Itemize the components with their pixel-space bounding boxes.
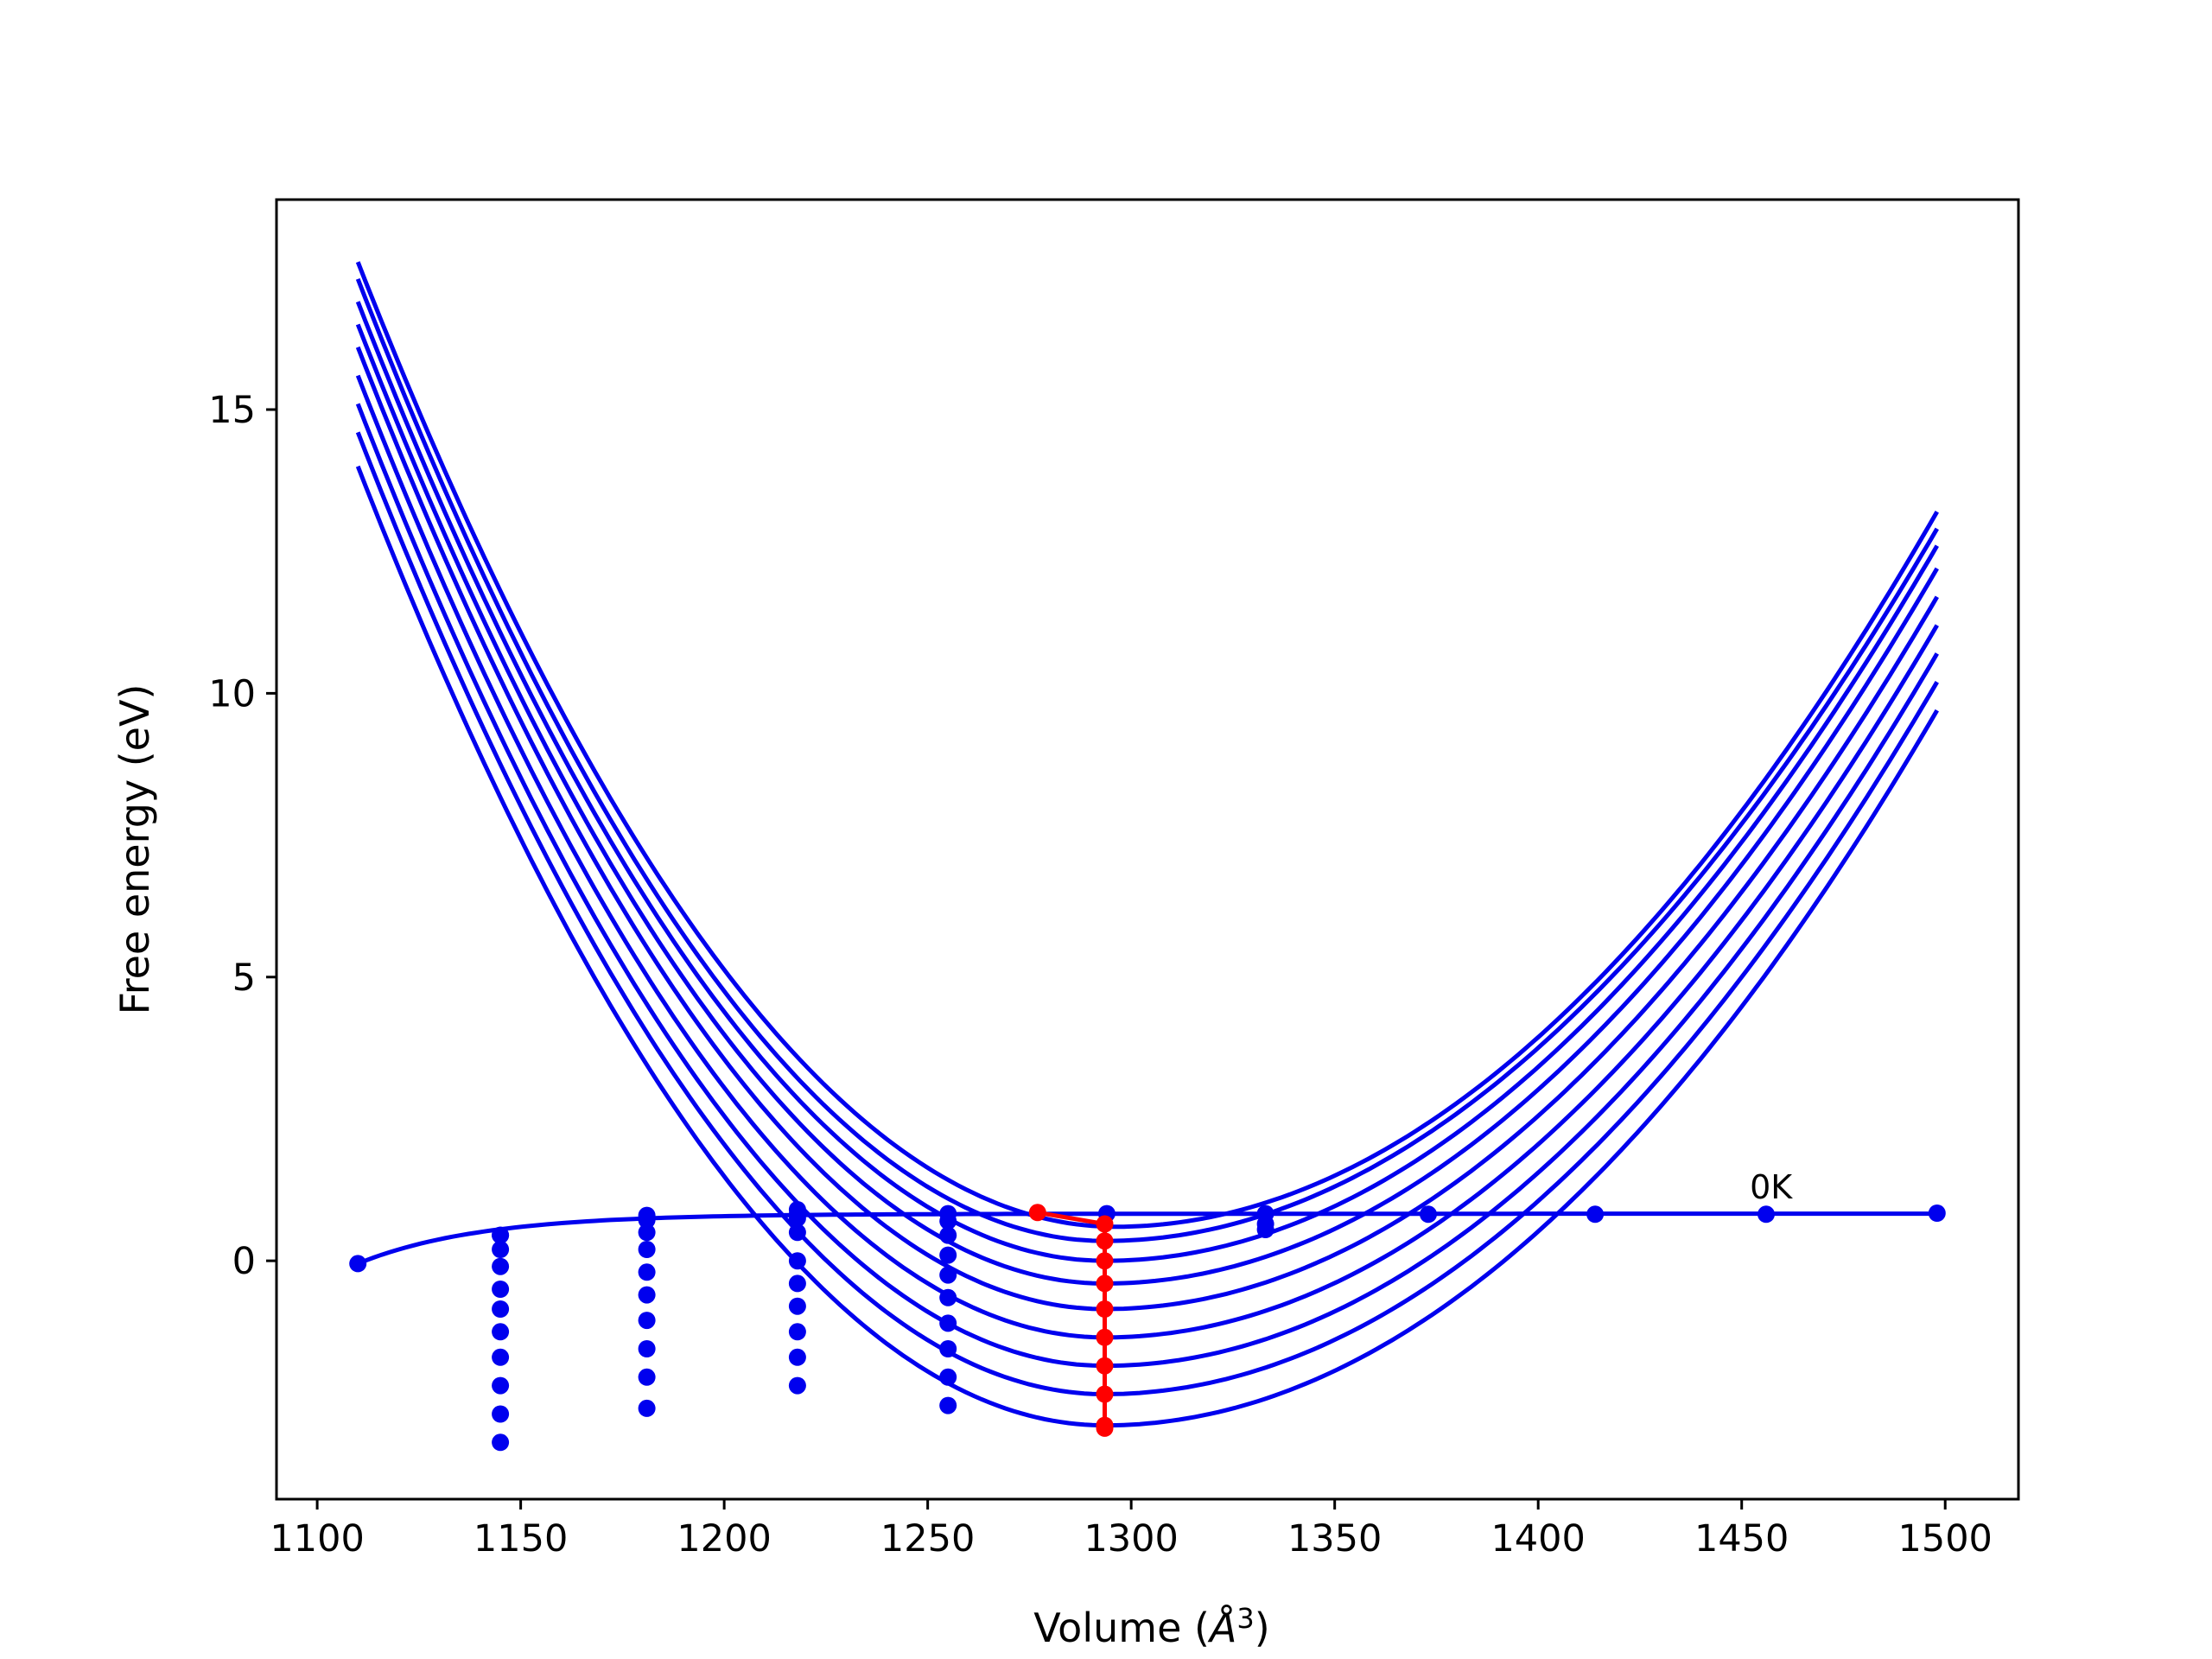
data-point-0k bbox=[1758, 1205, 1775, 1224]
x-tick-label: 1250 bbox=[880, 1517, 975, 1560]
y-axis-title: Free energy (eV) bbox=[111, 684, 158, 1015]
data-point-minimum-path bbox=[1096, 1328, 1114, 1346]
annotation-0k: 0K bbox=[1750, 1168, 1793, 1206]
data-point-samples-1255 bbox=[939, 1288, 957, 1306]
x-tick-label: 1500 bbox=[1897, 1517, 1992, 1560]
series-lines bbox=[357, 1210, 1937, 1428]
x-axis-title: Volume (Å3) bbox=[1033, 1602, 1269, 1651]
fit-curve-1 bbox=[355, 465, 1939, 1428]
data-point-samples-1181 bbox=[638, 1241, 656, 1258]
data-point-minimum-path bbox=[1096, 1215, 1114, 1233]
x-tick-label: 1350 bbox=[1287, 1517, 1382, 1560]
data-point-samples-1181 bbox=[638, 1399, 656, 1417]
data-point-minimum-path bbox=[1028, 1204, 1046, 1222]
x-tick-label: 1300 bbox=[1084, 1517, 1178, 1560]
y-axis-ticks: 0 5 10 15 bbox=[208, 389, 276, 1283]
fit-curve-8 bbox=[355, 277, 1939, 1243]
x-tick-label: 1150 bbox=[474, 1517, 568, 1560]
data-point-samples-1145 bbox=[492, 1348, 510, 1366]
data-point-0k bbox=[349, 1255, 367, 1273]
x-tick-label: 1100 bbox=[270, 1517, 364, 1560]
data-point-minimum-path bbox=[1096, 1274, 1114, 1293]
data-point-samples-1218 bbox=[788, 1224, 806, 1242]
fit-curve-4 bbox=[355, 374, 1939, 1340]
data-point-samples-1145 bbox=[492, 1433, 510, 1452]
x-tick-label: 1200 bbox=[677, 1517, 771, 1560]
data-point-0k bbox=[1586, 1205, 1605, 1224]
fitted-curves bbox=[355, 261, 1939, 1428]
data-point-minimum-path bbox=[1096, 1385, 1114, 1403]
data-point-minimum-path bbox=[1096, 1300, 1114, 1318]
data-point-samples-1145 bbox=[492, 1300, 510, 1318]
data-point-samples-1181 bbox=[638, 1206, 656, 1224]
data-point-samples-1145 bbox=[492, 1241, 510, 1258]
y-tick-label: 5 bbox=[232, 957, 256, 1000]
data-point-samples-1218 bbox=[788, 1348, 806, 1366]
fit-curve-9 bbox=[355, 261, 1939, 1230]
data-point-samples-1255 bbox=[939, 1368, 957, 1386]
series-line-0k bbox=[357, 1211, 1937, 1266]
data-point-samples-1181 bbox=[638, 1368, 656, 1386]
data-point-samples-1218 bbox=[788, 1274, 806, 1293]
data-point-minimum-path bbox=[1096, 1357, 1114, 1375]
data-point-samples-1145 bbox=[492, 1405, 510, 1423]
data-point-samples-1255 bbox=[939, 1396, 957, 1414]
x-tick-label: 1400 bbox=[1491, 1517, 1585, 1560]
data-point-samples-1255 bbox=[939, 1340, 957, 1357]
data-point-minimum-path bbox=[1096, 1252, 1114, 1270]
data-point-samples-1333 bbox=[1256, 1221, 1274, 1238]
data-point-0k bbox=[1928, 1205, 1946, 1222]
data-point-samples-1181 bbox=[638, 1312, 656, 1330]
data-point-samples-1255 bbox=[939, 1314, 957, 1332]
data-point-samples-1255 bbox=[939, 1246, 957, 1264]
fit-curve-6 bbox=[355, 323, 1939, 1286]
plot-frame bbox=[275, 198, 2020, 1501]
data-point-samples-1145 bbox=[492, 1323, 510, 1341]
x-axis-ticks: 1100 1150 1200 1250 1300 1350 1400 1450 1500 bbox=[270, 1499, 1993, 1560]
data-point-samples-1218 bbox=[788, 1376, 806, 1395]
data-point-samples-1255 bbox=[939, 1212, 957, 1230]
data-point-samples-1145 bbox=[492, 1376, 510, 1395]
data-point-samples-1181 bbox=[638, 1224, 656, 1242]
data-point-samples-1181 bbox=[638, 1286, 656, 1304]
y-tick-label: 15 bbox=[208, 389, 256, 432]
data-point-samples-1255 bbox=[939, 1266, 957, 1284]
fit-curve-7 bbox=[355, 301, 1939, 1263]
fit-curve-5 bbox=[355, 346, 1939, 1312]
data-point-samples-1218 bbox=[788, 1323, 806, 1341]
data-point-minimum-path bbox=[1096, 1419, 1114, 1437]
data-point-samples-1218 bbox=[788, 1252, 806, 1270]
data-point-samples-1218 bbox=[788, 1297, 806, 1315]
data-point-samples-1145 bbox=[492, 1257, 510, 1275]
data-point-samples-1181 bbox=[638, 1263, 656, 1281]
fit-curve-3 bbox=[355, 403, 1939, 1369]
data-point-samples-1255 bbox=[939, 1226, 957, 1244]
data-point-samples-1145 bbox=[492, 1226, 510, 1244]
y-tick-label: 0 bbox=[232, 1240, 256, 1283]
x-tick-label: 1450 bbox=[1694, 1517, 1789, 1560]
data-point-samples-1181 bbox=[638, 1340, 656, 1357]
data-point-0k bbox=[1420, 1205, 1437, 1224]
data-point-samples-1145 bbox=[492, 1281, 510, 1298]
data-point-minimum-path bbox=[1096, 1232, 1114, 1250]
data-point-samples-1218 bbox=[788, 1209, 806, 1227]
data-points bbox=[349, 1201, 1946, 1452]
y-tick-label: 10 bbox=[208, 672, 256, 715]
fit-curve-2 bbox=[355, 431, 1939, 1396]
